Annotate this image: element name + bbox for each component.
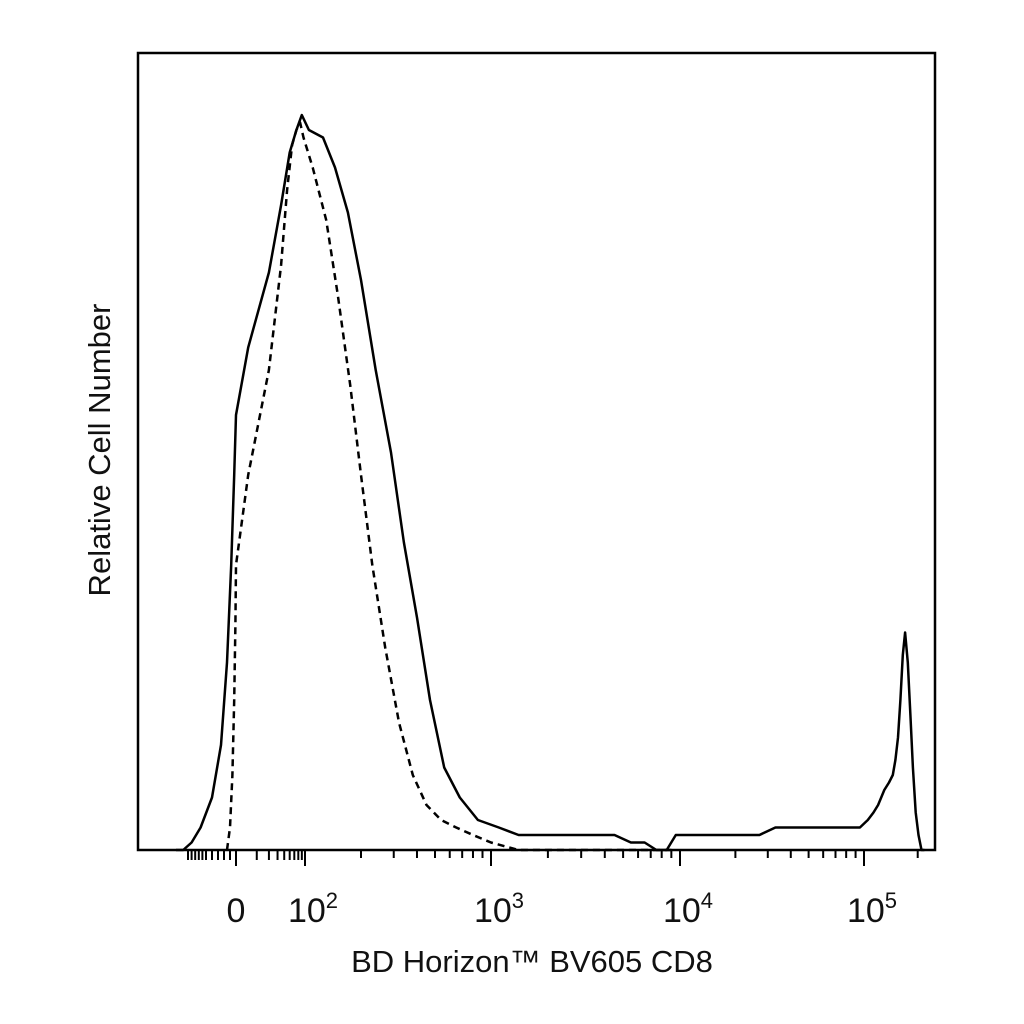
x-axis-ticks	[187, 850, 919, 866]
x-tick-label: 105	[847, 888, 897, 930]
x-tick-label: 103	[474, 888, 524, 930]
series-dashed-line	[225, 121, 672, 852]
x-tick-label: 102	[288, 888, 338, 930]
y-axis-title: Relative Cell Number	[82, 304, 117, 597]
series-layer	[176, 113, 925, 852]
x-tick-label: 0	[227, 892, 246, 930]
x-tick-labels: 0 102 103 104 105	[227, 888, 898, 930]
x-tick-label: 104	[663, 888, 713, 930]
x-axis-title: BD Horizon™ BV605 CD8	[351, 944, 713, 979]
series-solid-line	[176, 113, 925, 852]
plot-frame	[136, 51, 937, 852]
